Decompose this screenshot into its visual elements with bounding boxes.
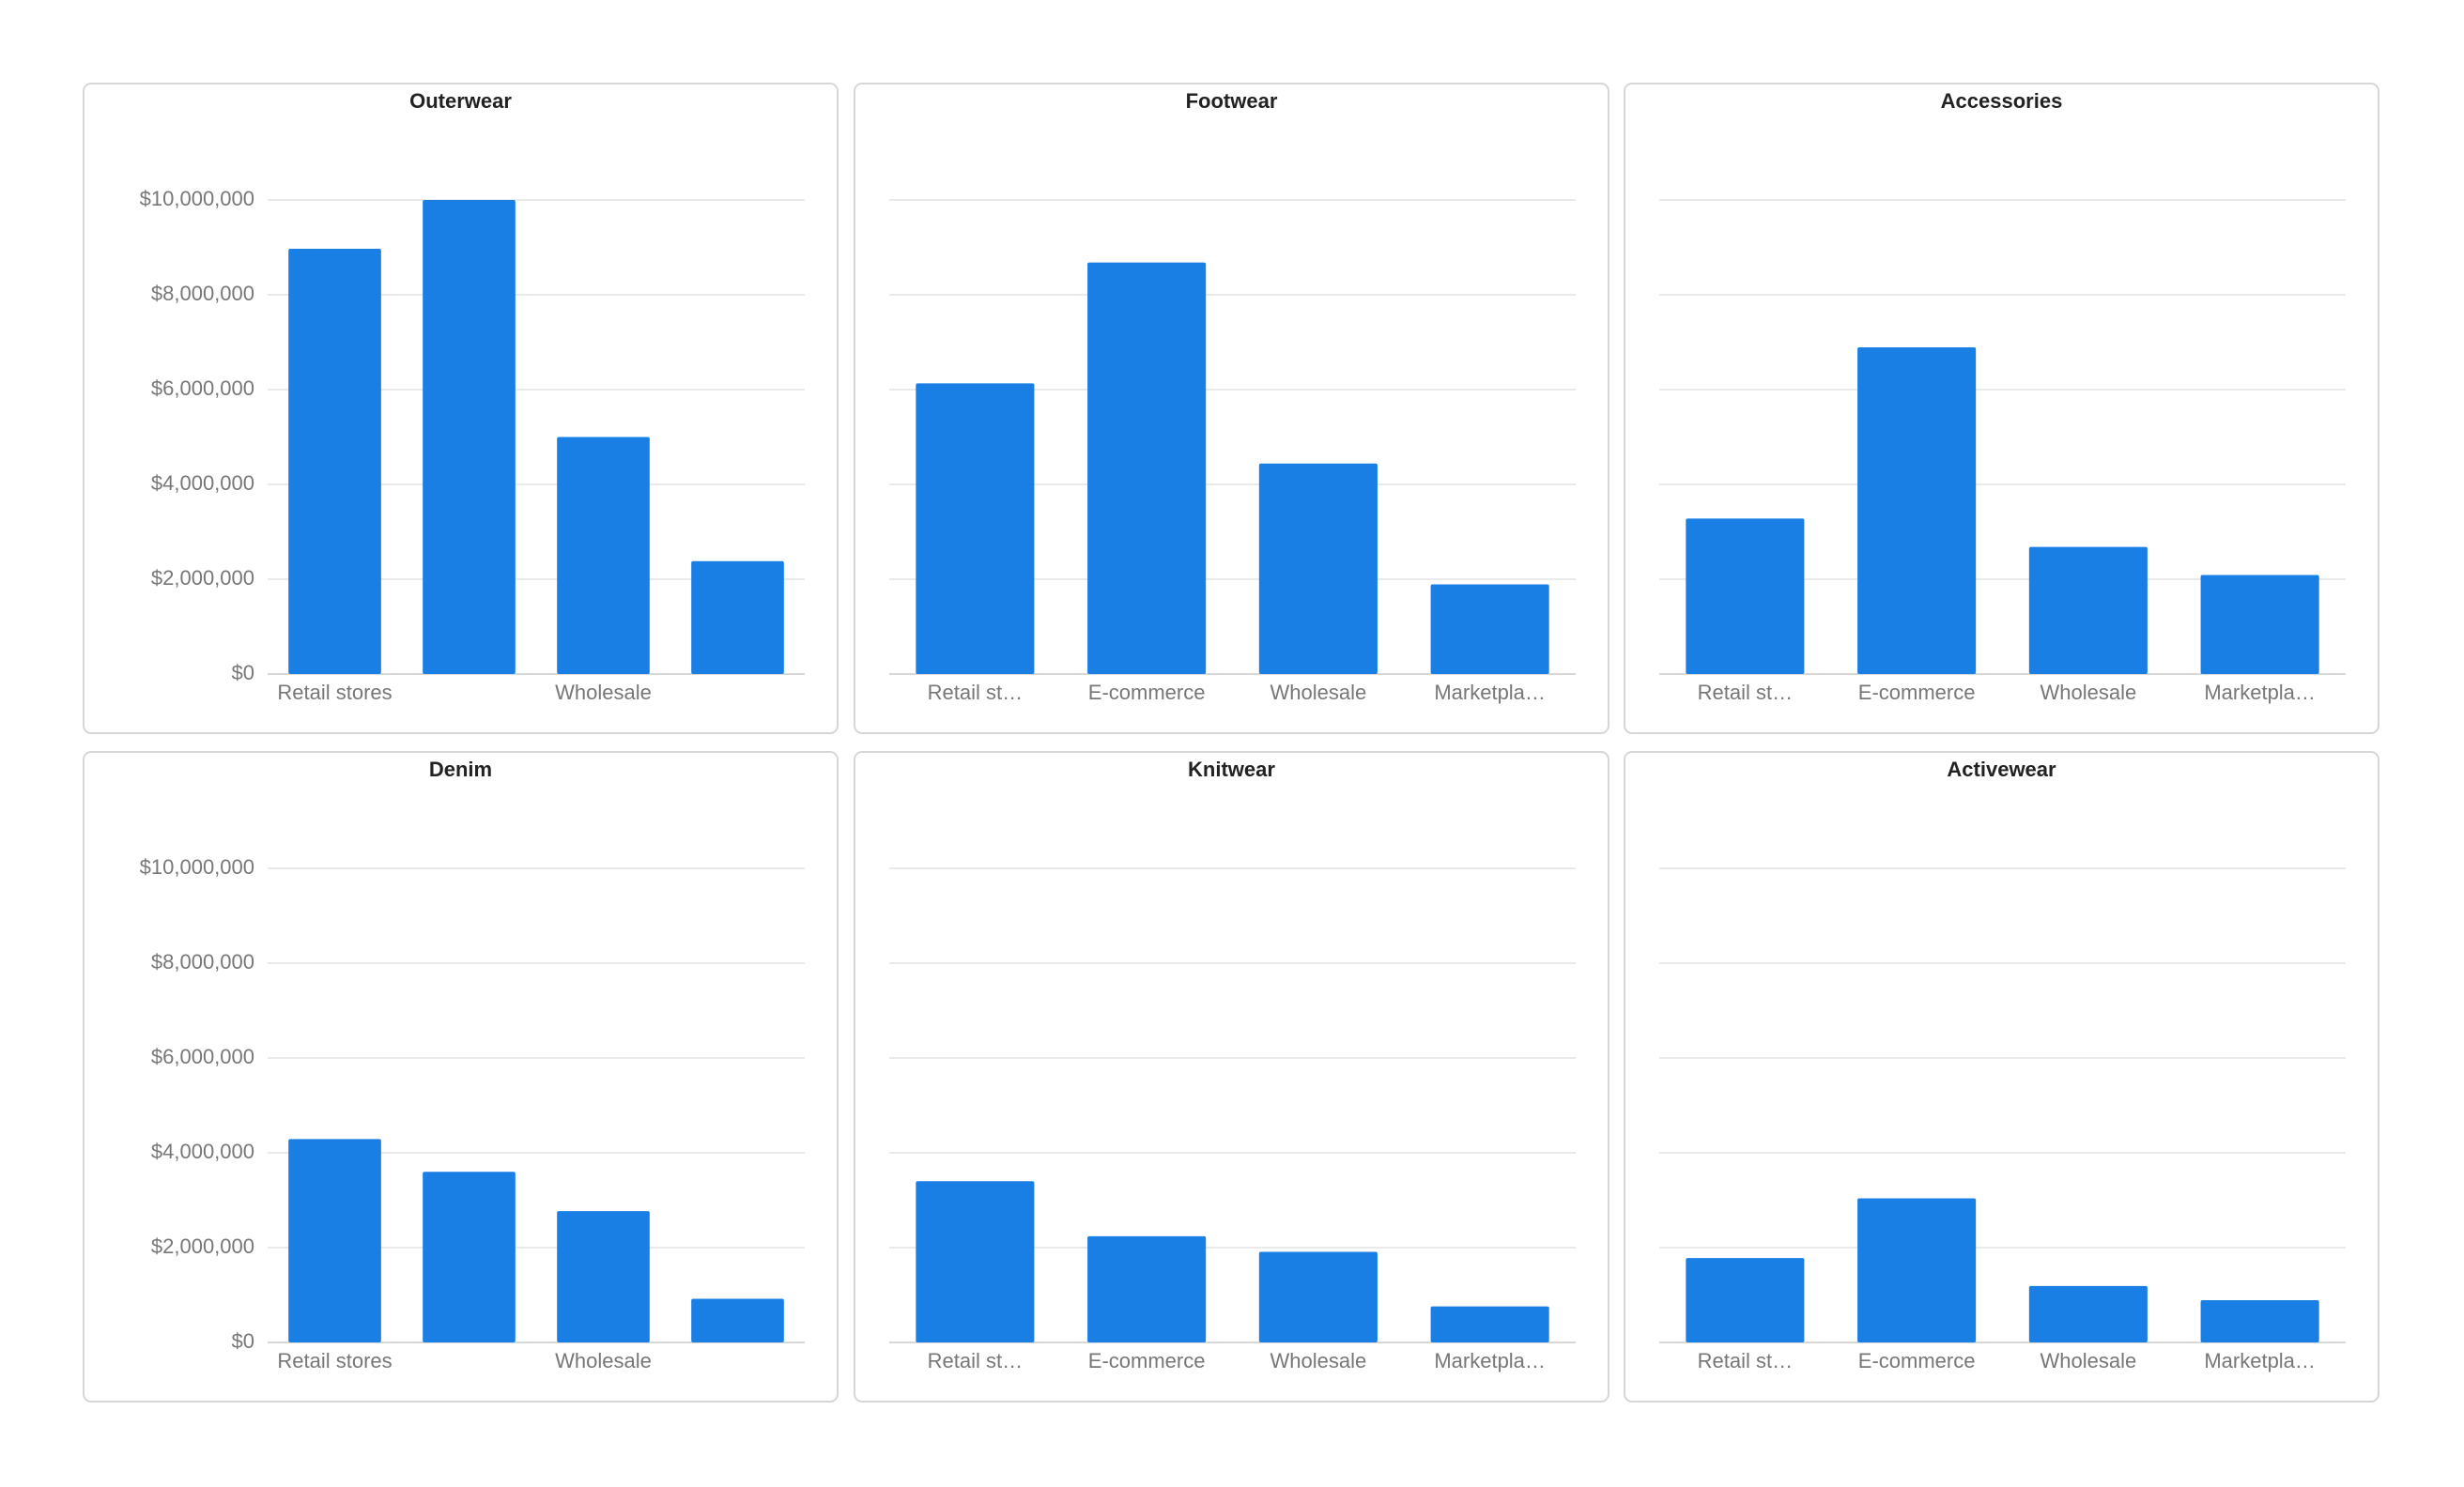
bar (423, 1172, 516, 1342)
x-tick-label: Retail st… (928, 681, 1023, 704)
bar (2028, 546, 2148, 674)
y-tick-label: $8,000,000 (151, 282, 254, 305)
bar (1430, 1306, 1549, 1342)
panel-frame (1624, 83, 2379, 734)
bar (1258, 1251, 1378, 1342)
x-tick-label: Wholesale (1270, 681, 1367, 704)
bar (2028, 1285, 2148, 1342)
bar (288, 1139, 381, 1342)
x-tick-label: E-commerce (1088, 1349, 1206, 1372)
x-tick-label: Marketpla… (1434, 1349, 1546, 1372)
x-tick-label: E-commerce (1088, 681, 1206, 704)
bar (691, 1298, 784, 1342)
x-tick-label: E-commerce (1858, 681, 1976, 704)
bar (1857, 1198, 1977, 1342)
x-tick-label: Wholesale (555, 1349, 652, 1372)
bar (1686, 518, 1805, 674)
bar (2200, 575, 2319, 674)
x-tick-label: Retail stores (277, 1349, 392, 1372)
y-tick-label: $4,000,000 (151, 471, 254, 495)
chart-panel: Knitwear Retail st… E-commerce Wholesale Mar… (854, 751, 1609, 1403)
bar (1087, 262, 1207, 674)
chart-title: Accessories (1941, 89, 2063, 113)
bar (691, 560, 784, 674)
bar (916, 383, 1035, 674)
x-tick-label: Wholesale (2040, 1349, 2137, 1372)
y-tick-label: $0 (232, 1329, 254, 1353)
bar (557, 437, 650, 674)
y-tick-label: $0 (232, 661, 254, 684)
x-tick-label: Wholesale (1270, 1349, 1367, 1372)
y-tick-label: $8,000,000 (151, 950, 254, 973)
y-tick-label: $2,000,000 (151, 1234, 254, 1258)
bar (916, 1181, 1035, 1342)
panel-frame (1624, 751, 2379, 1403)
bar (1430, 584, 1549, 674)
x-tick-label: Retail stores (277, 681, 392, 704)
x-tick-label: Retail st… (1698, 681, 1793, 704)
chart-title: Knitwear (1188, 758, 1275, 781)
y-tick-label: $6,000,000 (151, 1045, 254, 1068)
bar (1087, 1235, 1207, 1342)
x-tick-label: Retail st… (1698, 1349, 1793, 1372)
chart-panel: Outerwear $0 $2,000,000 $4,000,000 $6,000,00… (83, 83, 839, 734)
y-tick-label: $2,000,000 (151, 566, 254, 590)
chart-panel: Footwear Retail st… E-commerce Wholesale Mar… (854, 83, 1609, 734)
bar (1258, 463, 1378, 674)
bar (2200, 1300, 2319, 1342)
x-tick-label: Wholesale (2040, 681, 2137, 704)
x-tick-label: Marketpla… (1434, 681, 1546, 704)
chart-panel: Activewear Retail st… E-commerce Wholesale M… (1624, 751, 2379, 1403)
x-tick-label: E-commerce (1858, 1349, 1976, 1372)
chart-title: Outerwear (409, 89, 512, 113)
bar (1857, 347, 1977, 674)
x-tick-label: Marketpla… (2204, 1349, 2316, 1372)
y-tick-label: $10,000,000 (140, 855, 254, 879)
bar (557, 1211, 650, 1342)
chart-title: Denim (429, 758, 492, 781)
chart-title: Footwear (1186, 89, 1278, 113)
x-tick-label: Wholesale (555, 681, 652, 704)
bar (288, 249, 381, 674)
chart-title: Activewear (1947, 758, 2056, 781)
x-tick-label: Retail st… (928, 1349, 1023, 1372)
y-tick-label: $4,000,000 (151, 1140, 254, 1163)
chart-panel: Accessories Retail st… E-commerce Wholesale… (1624, 83, 2379, 734)
y-tick-label: $6,000,000 (151, 376, 254, 400)
bar (423, 200, 516, 674)
x-tick-label: Marketpla… (2204, 681, 2316, 704)
panel-frame (854, 751, 1609, 1403)
bar (1686, 1258, 1805, 1342)
y-tick-label: $10,000,000 (140, 187, 254, 210)
panel-frame (854, 83, 1609, 734)
chart-panel: Denim $0 $2,000,000 $4,000,000 $6,000,000 $8,… (83, 751, 839, 1403)
